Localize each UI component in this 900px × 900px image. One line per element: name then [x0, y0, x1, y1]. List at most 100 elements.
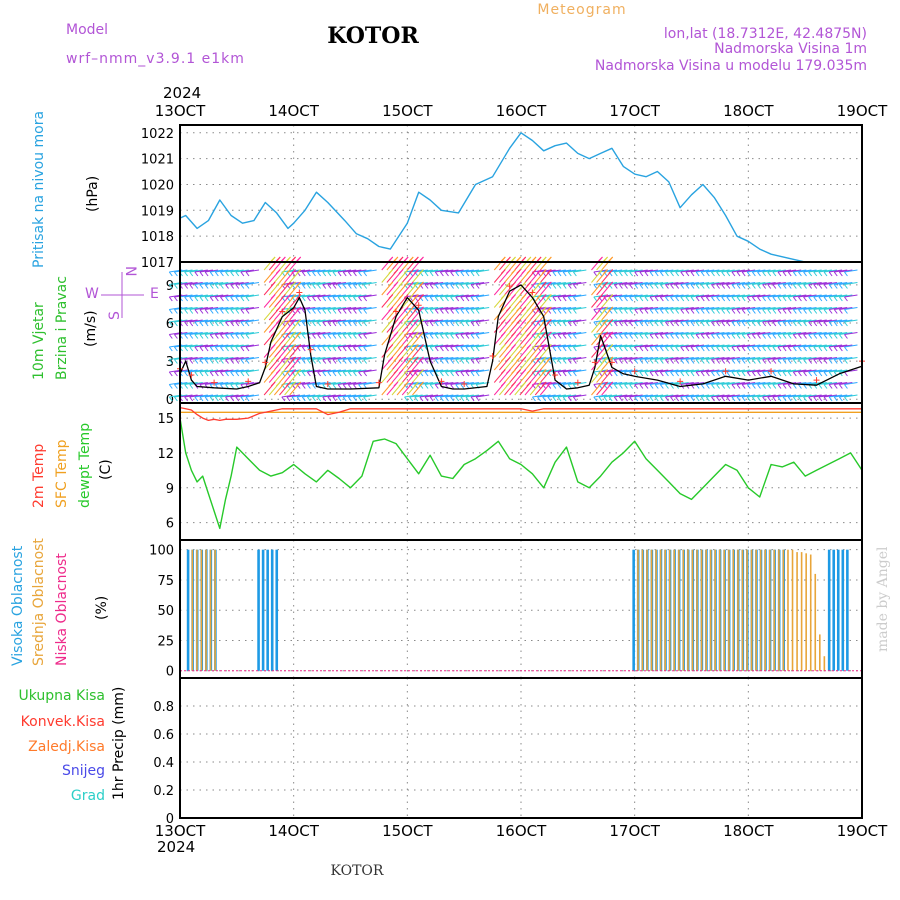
wind-barb-flag [358, 384, 362, 389]
year-bottom: 2024 [157, 838, 195, 856]
cloud-bar [650, 549, 653, 671]
wind-barb-flag [634, 321, 639, 327]
wind-barb [650, 282, 664, 285]
wind-barb [225, 282, 239, 285]
wind-barb-flag [413, 306, 419, 312]
wind-barb [424, 269, 439, 273]
wind-barb-flag [659, 284, 664, 289]
wind-barb-flag [306, 296, 311, 302]
wind-barb-flag [670, 309, 674, 314]
wind-barb-flag [511, 269, 516, 274]
wind-barb-flag [214, 321, 219, 327]
wind-barb-flag [455, 346, 460, 352]
wind-barb [363, 294, 377, 298]
wind-barb-flag [649, 359, 654, 364]
wind-barb-flag [598, 256, 603, 262]
wind-barb-flag [726, 296, 731, 302]
wind-barb [430, 319, 444, 323]
wind-barb-flag [531, 281, 537, 287]
wind-barb [563, 369, 577, 373]
wind-barb-flag [286, 319, 291, 324]
wind-barb-flag [751, 346, 756, 352]
compass-w: W [85, 286, 99, 302]
wind-barb [348, 282, 362, 285]
wind-barb-flag [644, 321, 649, 327]
wind-barb-flag [306, 321, 311, 327]
cloud-bar [819, 634, 821, 671]
wind-barb-flag [204, 359, 209, 364]
wind-barb [179, 307, 193, 310]
wind-barb-flag [828, 309, 833, 314]
wind-barb [245, 394, 260, 398]
wind-barb-flag [833, 296, 838, 302]
wind-barb-flag [322, 359, 327, 364]
wind-barb-flag [731, 284, 736, 289]
wind-barb [701, 294, 715, 298]
wind-barb-flag [634, 284, 639, 289]
wind-barb-flag [286, 294, 291, 299]
wind-barb [445, 307, 459, 310]
wind-barb [813, 294, 827, 298]
wind-barb [660, 319, 674, 323]
wind-barb-flag [798, 346, 802, 352]
wind-barb [440, 294, 454, 298]
wind-barb [634, 394, 648, 398]
wind-barb-flag [168, 284, 173, 289]
wind-barb-flag [670, 321, 674, 327]
wind-barb-flag [777, 384, 782, 389]
wind-barb-flag [654, 309, 659, 314]
wind-barb [834, 307, 848, 310]
wind-barb-flag [695, 284, 700, 289]
wind-barb-flag [741, 271, 746, 277]
wind-barb-flag [173, 371, 178, 377]
wind-barb-flag [572, 371, 577, 377]
wind-barb-flag [429, 309, 434, 314]
wind-barb-flag [746, 284, 751, 289]
wind-barb [215, 332, 229, 335]
wind-barb-flag [639, 309, 644, 314]
wind-barb [839, 269, 853, 273]
wind-barb-flag [280, 331, 286, 337]
wind-barb-flag [792, 396, 797, 402]
wind-barb-flag [700, 284, 705, 289]
wind-barb-flag [608, 381, 614, 387]
wind-barb-flag [450, 334, 454, 339]
wind-barb-flag [521, 306, 527, 312]
wind-barb-flag [189, 271, 194, 277]
wind-barb-flag [291, 256, 296, 262]
wind-barb [665, 332, 679, 335]
wind-barb [788, 357, 802, 360]
wind-barb [813, 394, 827, 398]
wind-barb [655, 357, 669, 360]
wind-barb-flag [347, 334, 352, 339]
wind-barb [813, 307, 827, 310]
wind-barb-flag [235, 271, 240, 277]
wind-barb [736, 369, 751, 373]
wind-barb [353, 319, 367, 323]
wind-barb-flag [741, 371, 746, 377]
wind-barb-flag [675, 371, 680, 377]
wind-barb-flag [465, 359, 470, 364]
wind-barb [317, 332, 331, 335]
wind-barb-flag [680, 321, 685, 327]
wind-barb-flag [721, 284, 726, 289]
wind-barb-flag [690, 309, 695, 314]
wind-barb [460, 319, 474, 323]
wind-barb-flag [567, 346, 572, 352]
wind-barb [568, 369, 582, 373]
wind-barb-flag [613, 396, 618, 402]
sfctemp-label: SFC Temp [54, 439, 70, 508]
wind-barb [358, 394, 372, 398]
wind-barb [614, 344, 628, 348]
wind-barb [210, 382, 224, 385]
wind-barb [747, 269, 761, 273]
wind-barb-flag [220, 296, 224, 302]
wind-barb-flag [705, 321, 710, 327]
wind-barb [706, 319, 720, 323]
wind-barb-flag [598, 294, 603, 299]
wind-barb-flag [475, 309, 480, 314]
wind-barb-flag [225, 296, 229, 302]
wind-barb-flag [546, 331, 552, 337]
wind-barb [322, 319, 336, 323]
wind-barb-flag [327, 284, 332, 289]
